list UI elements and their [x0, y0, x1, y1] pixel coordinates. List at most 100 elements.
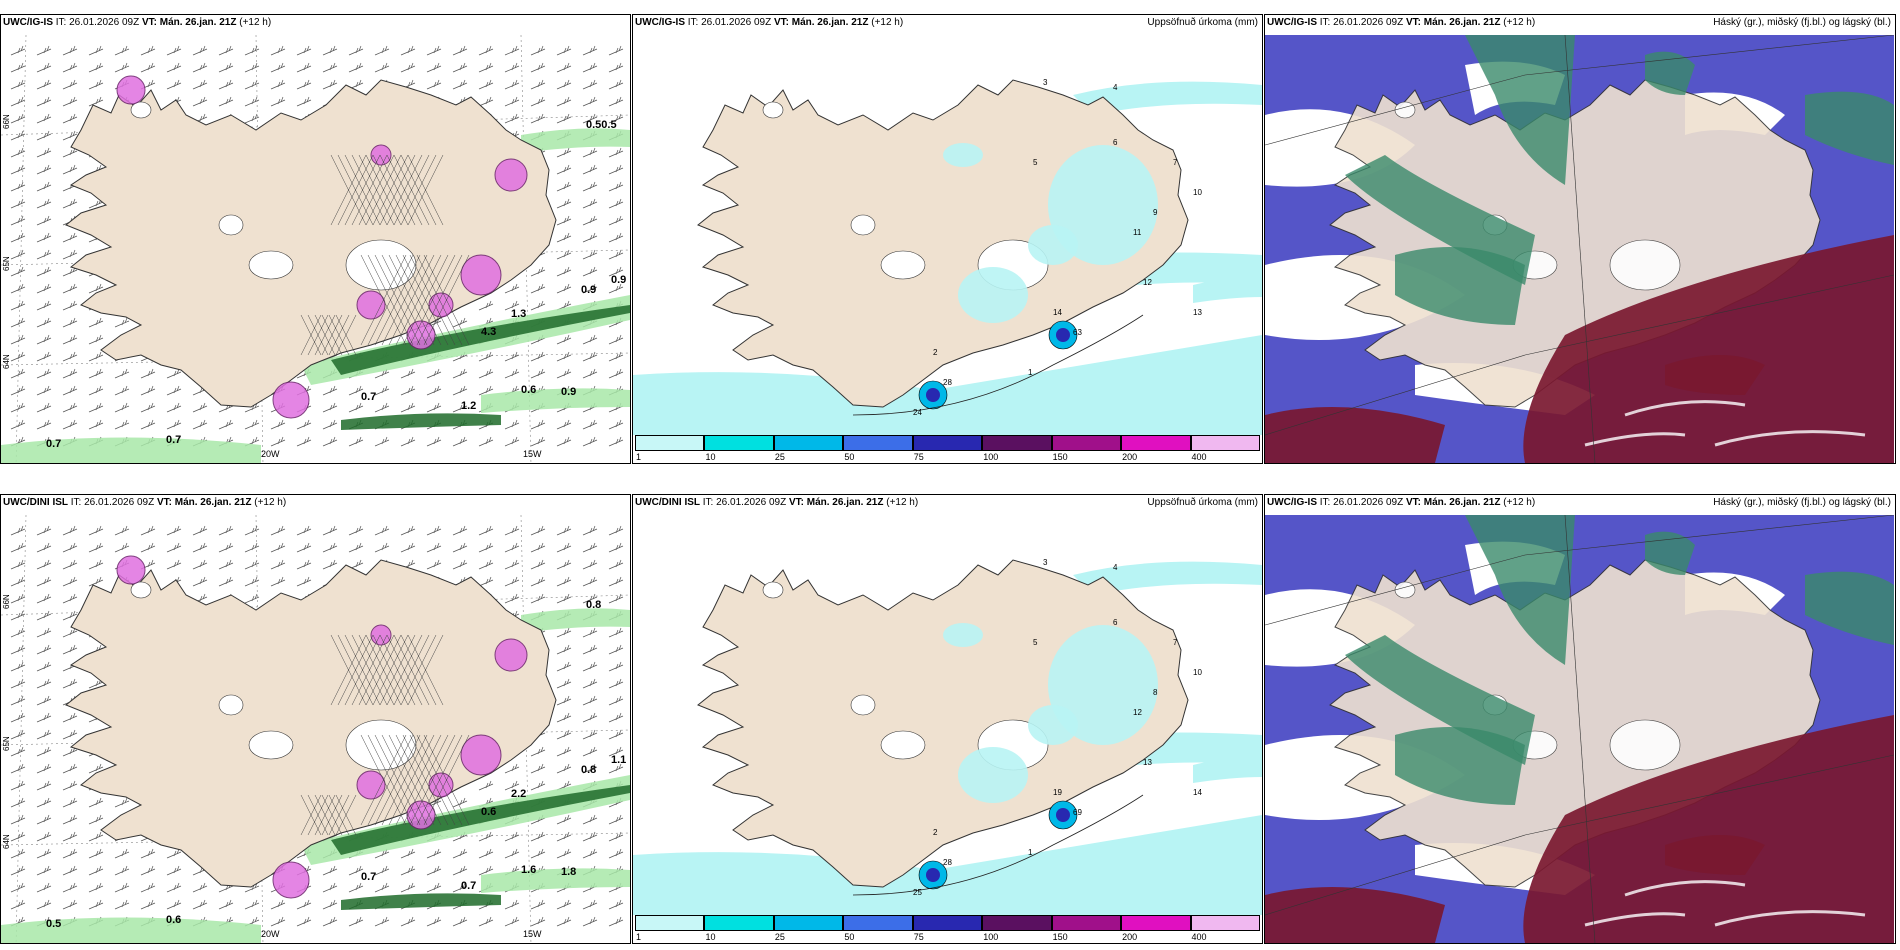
wind-barb: [608, 593, 624, 604]
wind-barb: [192, 62, 208, 73]
precip-value-label: 1: [1028, 368, 1033, 377]
wind-value-label: 0.8: [581, 764, 596, 776]
it-label: IT:: [1319, 497, 1331, 508]
precip-value-label: 3: [1043, 558, 1048, 567]
wind-barb: [348, 62, 364, 73]
wind-barb: [582, 848, 598, 859]
wind-barb: [296, 45, 312, 56]
wind-barb: [530, 113, 546, 124]
panel-title: UWC/IG-IS IT: 26.01.2026 09Z VT: Mán. 26…: [635, 17, 903, 28]
precip-value-label: 10: [1193, 188, 1202, 197]
colorbar-tick: 75: [913, 932, 924, 942]
wind-barb: [218, 62, 234, 73]
wind-barb: [608, 729, 624, 740]
wind-barb: [114, 865, 130, 876]
wind-barb: [608, 695, 624, 706]
wind-barb: [244, 62, 260, 73]
contour-line: [852, 794, 1144, 896]
colorbar-tick: 100: [983, 452, 999, 462]
wind-barb: [10, 831, 26, 842]
wind-barb: [582, 712, 598, 723]
wind-barb: [504, 351, 520, 362]
wind-barb: [556, 814, 572, 825]
wind-barb: [556, 831, 572, 842]
wind-barb: [296, 62, 312, 73]
precip-value-label: 69: [1073, 808, 1082, 817]
wind-barb: [504, 45, 520, 56]
field-title: Uppsöfnuð úrkoma (mm): [1147, 17, 1258, 28]
wind-value-label: 0.9: [581, 284, 596, 296]
wind-barb: [530, 62, 546, 73]
high-cloud-area: [1805, 91, 1894, 165]
wind-barb: [530, 525, 546, 536]
wind-barb: [296, 79, 312, 90]
wind-barb: [114, 797, 130, 808]
contour-line: [852, 314, 1144, 416]
wind-barb: [426, 559, 442, 570]
wind-barb: [556, 763, 572, 774]
wind-barb: [36, 266, 52, 277]
wind-barb: [374, 525, 390, 536]
precip-blob: [272, 381, 310, 419]
glacier: [345, 719, 417, 771]
wind-barb: [530, 763, 546, 774]
wind-barb: [36, 351, 52, 362]
wind-barb: [608, 283, 624, 294]
wind-barb: [10, 113, 26, 124]
wind-barb: [426, 402, 442, 413]
wind-barb: [608, 45, 624, 56]
wind-barb: [582, 436, 598, 447]
wind-barb: [400, 62, 416, 73]
wind-barb: [36, 147, 52, 158]
wind-barb: [10, 351, 26, 362]
wind-barb: [374, 542, 390, 553]
colorbar-tick: 50: [844, 452, 855, 462]
wind-barb: [10, 576, 26, 587]
field-title: Háský (gr.), miðský (fj.bl.) og lágský (…: [1713, 497, 1891, 508]
wind-barb: [530, 419, 546, 430]
wind-barb: [244, 45, 260, 56]
wind-barb: [530, 45, 546, 56]
wind-barb: [140, 882, 156, 893]
precip-value-label: 24: [913, 408, 922, 417]
init-time: 26.01.2026 09Z: [84, 497, 155, 508]
wind-barb: [322, 402, 338, 413]
wind-barb: [348, 385, 364, 396]
wind-barb: [62, 729, 78, 740]
wind-barb: [244, 542, 260, 553]
low-cloud-area: [1523, 715, 1894, 943]
wind-barb: [244, 96, 260, 107]
wind-barb: [10, 334, 26, 345]
wind-barb: [556, 198, 572, 209]
colorbar-tick: 10: [705, 932, 716, 942]
wind-value-label: 1.2: [461, 400, 476, 412]
wind-barb: [10, 45, 26, 56]
lead-time: (+12 h): [254, 497, 287, 508]
wind-barb: [62, 559, 78, 570]
panel-cloud-bottom: UWC/IG-IS IT: 26.01.2026 09Z VT: Mán. 26…: [1264, 494, 1896, 944]
wind-barb: [10, 198, 26, 209]
wind-barb: [322, 542, 338, 553]
wind-barb: [504, 113, 520, 124]
wind-barb: [504, 368, 520, 379]
wind-barb: [556, 678, 572, 689]
wind-barb: [88, 763, 104, 774]
cloud-gap-streak: [1714, 910, 1866, 927]
wind-barb: [270, 525, 286, 536]
wind-barb: [452, 385, 468, 396]
wind-barb: [36, 576, 52, 587]
wind-barb: [452, 45, 468, 56]
wind-barb: [244, 899, 260, 910]
wind-barb: [62, 882, 78, 893]
wind-barb: [114, 45, 130, 56]
precip-area: [943, 143, 983, 167]
wind-barb: [140, 385, 156, 396]
wind-barb: [296, 576, 312, 587]
wind-barb: [608, 113, 624, 124]
colorbar-swatch: [1190, 435, 1260, 451]
colorbar-tick: 100: [983, 932, 999, 942]
wind-barb: [504, 96, 520, 107]
wind-barb: [582, 266, 598, 277]
wind-value-label: 0.7: [361, 871, 376, 883]
wind-barb: [62, 232, 78, 243]
